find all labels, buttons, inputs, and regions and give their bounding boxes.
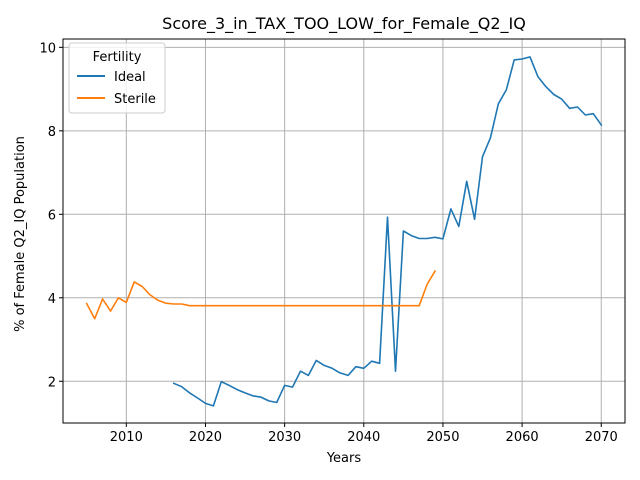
y-tick-label: 4 xyxy=(48,292,56,307)
x-tick-label: 2060 xyxy=(506,430,539,445)
legend-title: Fertility xyxy=(93,50,142,65)
legend-label-ideal: Ideal xyxy=(114,70,146,85)
series-line-sterile xyxy=(85,270,437,320)
x-tick-label: 2070 xyxy=(585,430,618,445)
y-tick-label: 10 xyxy=(39,41,56,56)
x-tick-label: 2030 xyxy=(268,430,301,445)
series-line-ideal xyxy=(172,56,603,407)
y-axis: 2 4 6 8 10 xyxy=(39,41,63,390)
x-tick-label: 2020 xyxy=(189,430,222,445)
y-tick-label: 8 xyxy=(48,125,56,140)
plot-frame xyxy=(62,38,626,424)
legend-box xyxy=(68,42,166,114)
x-axis-label: Years xyxy=(326,451,362,466)
x-tick-label: 2010 xyxy=(110,430,143,445)
y-tick-label: 2 xyxy=(48,375,56,390)
legend-label-sterile: Sterile xyxy=(114,92,156,107)
grid-lines xyxy=(63,39,625,423)
y-axis-label: % of Female Q2_IQ Population xyxy=(13,136,28,332)
x-tick-label: 2050 xyxy=(426,430,459,445)
y-tick-label: 6 xyxy=(48,208,56,223)
x-axis: 2010 2020 2030 2040 2050 2060 2070 xyxy=(110,423,618,445)
x-tick-label: 2040 xyxy=(347,430,380,445)
series-layer xyxy=(85,56,603,407)
chart-title: Score_3_in_TAX_TOO_LOW_for_Female_Q2_IQ xyxy=(162,14,526,34)
legend: Fertility Ideal Sterile xyxy=(68,42,166,114)
